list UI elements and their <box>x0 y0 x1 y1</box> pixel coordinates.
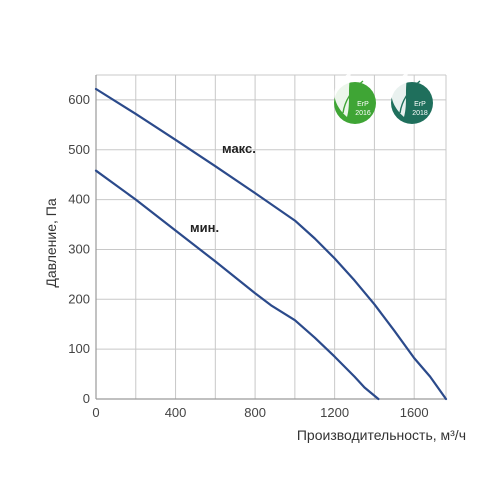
leaf-vein-icon <box>342 80 364 114</box>
badge-year: 2018 <box>412 110 428 117</box>
x-tick-labels: 0 400 800 1200 1600 <box>92 405 428 420</box>
series-lines <box>94 87 448 401</box>
y-tick-labels: 0 100 200 300 400 500 600 <box>68 92 90 406</box>
erp-badges: ErP 2016 ErP 2018 <box>334 73 433 124</box>
series-line-1 <box>94 87 448 401</box>
y-tick-label: 0 <box>83 391 90 406</box>
y-tick-label: 500 <box>68 142 90 157</box>
erp-badge-2018: ErP 2018 <box>391 73 433 124</box>
y-tick-label: 300 <box>68 241 90 256</box>
badge-label: ErP <box>414 101 426 108</box>
y-tick-label: 400 <box>68 192 90 207</box>
erp-badge-2016: ErP 2016 <box>334 73 376 124</box>
leaf-icon <box>391 73 408 117</box>
x-tick-label: 0 <box>92 405 99 420</box>
x-axis-label: Производительность, м³/ч <box>297 427 466 443</box>
x-tick-label: 1200 <box>320 405 349 420</box>
y-tick-label: 600 <box>68 92 90 107</box>
series-line-2 <box>94 169 380 401</box>
grid <box>95 74 447 399</box>
x-tick-label: 400 <box>165 405 187 420</box>
series-labels: макс. мин. <box>190 141 256 235</box>
y-axis-label: Давление, Па <box>43 198 59 288</box>
axes <box>95 75 446 400</box>
x-tick-label: 1600 <box>400 405 429 420</box>
leaf-icon <box>334 73 351 117</box>
y-tick-label: 100 <box>68 341 90 356</box>
badge-label: ErP <box>357 101 369 108</box>
y-tick-label: 200 <box>68 291 90 306</box>
badge-year: 2016 <box>355 110 371 117</box>
x-tick-label: 800 <box>244 405 266 420</box>
series-label-2: мин. <box>190 220 219 235</box>
series-label-1: макс. <box>222 141 256 156</box>
leaf-vein-icon <box>399 80 421 114</box>
